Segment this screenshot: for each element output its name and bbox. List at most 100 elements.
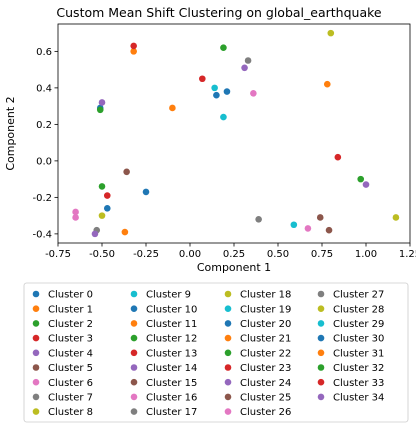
point-cluster-28 — [392, 214, 400, 221]
point-cluster-32 — [357, 175, 365, 183]
point-cluster-6 — [72, 208, 79, 216]
legend-entry: Cluster 34 — [333, 393, 384, 404]
legend-entry: Cluster 20 — [240, 319, 291, 330]
legend-entry: Cluster 25 — [240, 393, 291, 404]
legend-marker — [317, 349, 325, 357]
y-tick-label: 0.0 — [36, 156, 52, 167]
legend-marker — [32, 408, 40, 415]
point-cluster-3 — [130, 42, 137, 50]
legend-entry: Cluster 33 — [333, 378, 384, 389]
legend-marker — [224, 320, 232, 327]
point-cluster-6 — [72, 214, 79, 221]
legend-entry: Cluster 9 — [146, 290, 191, 301]
legend-entry: Cluster 12 — [146, 334, 197, 345]
legend-marker — [224, 305, 232, 313]
legend-entry: Cluster 31 — [333, 348, 384, 359]
point-cluster-19 — [290, 221, 298, 229]
point-cluster-15 — [316, 214, 324, 221]
point-cluster-9 — [211, 84, 218, 92]
legend-marker — [32, 320, 40, 327]
legend-marker — [317, 378, 325, 386]
legend-entry: Cluster 16 — [146, 393, 197, 404]
point-cluster-33 — [334, 153, 342, 161]
legend-entry: Cluster 23 — [240, 363, 291, 374]
point-cluster-16 — [304, 225, 312, 232]
legend-marker — [317, 320, 325, 327]
legend-marker — [32, 334, 40, 342]
legend-entry: Cluster 26 — [240, 407, 291, 418]
y-tick-label: -0.4 — [32, 229, 52, 240]
legend-entry: Cluster 27 — [333, 290, 384, 301]
legend-entry: Cluster 7 — [48, 393, 93, 404]
legend-marker — [130, 320, 138, 327]
point-cluster-2 — [220, 44, 227, 52]
point-cluster-1 — [130, 48, 137, 55]
legend-marker — [317, 393, 325, 401]
legend-marker — [317, 290, 325, 298]
x-tick-label: -0.50 — [89, 249, 115, 260]
y-tick-label: -0.2 — [32, 193, 52, 204]
legend-marker — [224, 378, 232, 386]
legend-marker — [317, 334, 325, 342]
legend-marker — [32, 349, 40, 357]
legend-entry: Cluster 19 — [240, 304, 291, 315]
legend-marker — [224, 349, 232, 357]
legend-entry: Cluster 14 — [146, 363, 197, 374]
point-cluster-30 — [142, 188, 150, 196]
legend-marker — [317, 305, 325, 313]
legend-marker — [224, 408, 232, 415]
legend-entry: Cluster 29 — [333, 319, 384, 330]
legend-entry: Cluster 22 — [240, 348, 291, 359]
legend-marker — [130, 305, 138, 313]
point-cluster-18 — [98, 212, 106, 219]
x-tick-label: 1.00 — [355, 249, 377, 260]
x-axis-label: Component 1 — [197, 261, 271, 274]
legend-entry: Cluster 10 — [146, 304, 197, 315]
legend-marker — [130, 290, 138, 298]
point-cluster-11 — [169, 104, 176, 112]
x-tick-label: 0.25 — [223, 249, 245, 260]
legend-entry: Cluster 3 — [48, 334, 93, 345]
point-cluster-24 — [91, 230, 99, 238]
plot-frame — [57, 23, 411, 244]
point-cluster-21 — [121, 228, 129, 236]
legend-marker — [130, 378, 138, 386]
legend-marker — [32, 378, 40, 386]
x-tick-label: 0.50 — [267, 249, 289, 260]
x-axis: -0.75 -0.50 -0.25 0.00 0.25 0.50 0.75 1.00 1.25 — [45, 243, 416, 260]
y-tick-label: 0.6 — [36, 47, 52, 58]
point-cluster-12 — [96, 106, 104, 114]
legend-marker — [32, 364, 40, 371]
x-tick-label: 0.00 — [179, 249, 201, 260]
legend-entry: Cluster 15 — [146, 378, 197, 389]
point-cluster-8 — [327, 29, 335, 37]
legend-marker — [32, 290, 40, 298]
legend-marker — [317, 364, 325, 371]
legend: Cluster 0 Cluster 1 Cluster 2 Cluster 3 Clus… — [23, 282, 409, 423]
point-cluster-22 — [98, 183, 106, 190]
legend-entry: Cluster 17 — [146, 407, 197, 418]
legend-entry: Cluster 13 — [146, 348, 197, 359]
legend-entry: Cluster 4 — [48, 348, 93, 359]
x-tick-label: -0.25 — [133, 249, 159, 260]
point-cluster-27 — [244, 57, 252, 64]
point-cluster-13 — [199, 75, 206, 83]
chart-title: Custom Mean Shift Clustering on global_e… — [56, 5, 381, 20]
legend-marker — [224, 290, 232, 298]
x-tick-label: 0.75 — [311, 249, 333, 260]
legend-entry: Cluster 1 — [48, 304, 93, 315]
y-tick-label: 0.2 — [36, 120, 52, 131]
point-cluster-14 — [241, 64, 248, 72]
legend-entry: Cluster 21 — [240, 334, 291, 345]
legend-entry: Cluster 24 — [240, 378, 291, 389]
plot-area — [72, 29, 400, 238]
legend-box — [23, 282, 409, 423]
legend-marker — [130, 408, 138, 415]
point-cluster-10 — [223, 88, 231, 95]
legend-entry: Cluster 18 — [240, 290, 291, 301]
point-cluster-34 — [362, 181, 370, 188]
legend-marker — [130, 393, 138, 401]
point-cluster-29 — [220, 113, 227, 121]
legend-marker — [224, 364, 232, 371]
